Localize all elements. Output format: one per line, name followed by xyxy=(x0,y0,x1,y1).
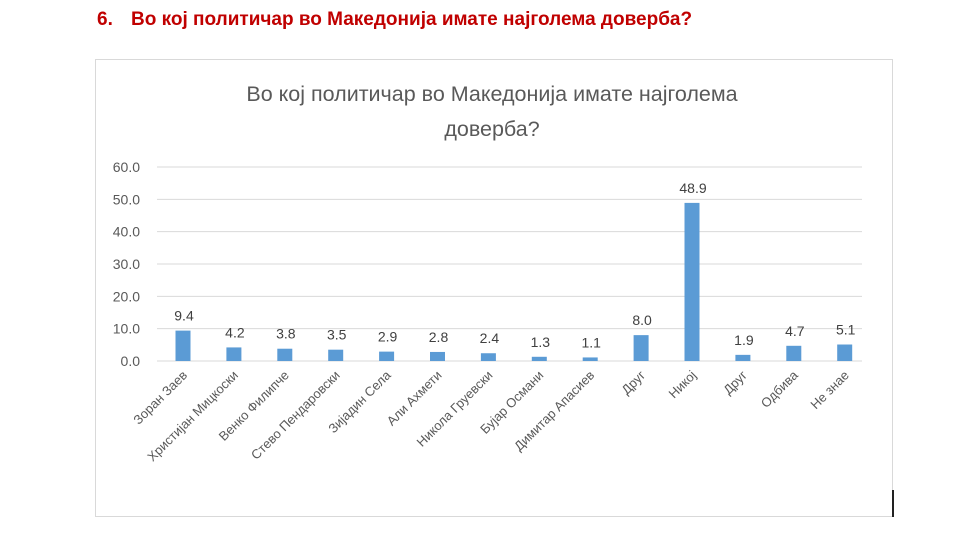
y-tick-label: 0.0 xyxy=(121,353,141,369)
y-tick-label: 10.0 xyxy=(113,321,140,337)
question-text: Во кој политичар во Македонија имате нај… xyxy=(131,9,693,30)
bar xyxy=(379,351,395,361)
bar xyxy=(175,330,191,361)
text-cursor xyxy=(892,490,894,517)
data-label: 1.9 xyxy=(734,332,754,348)
data-label: 1.3 xyxy=(531,334,551,350)
y-tick-label: 20.0 xyxy=(113,288,140,304)
bar xyxy=(226,347,242,361)
data-label: 2.8 xyxy=(429,329,449,345)
y-tick-label: 40.0 xyxy=(113,224,140,240)
question-heading: 6. Во кој политичар во Македонија имате н… xyxy=(97,9,692,31)
bar xyxy=(480,353,496,361)
bar xyxy=(582,357,598,361)
data-label: 2.4 xyxy=(480,330,500,346)
bar xyxy=(277,348,293,361)
bar xyxy=(837,344,853,361)
data-label: 9.4 xyxy=(174,308,194,324)
x-tick-label: Друг xyxy=(720,367,750,397)
data-label: 2.9 xyxy=(378,329,398,345)
y-tick-label: 60.0 xyxy=(113,159,140,175)
y-tick-label: 50.0 xyxy=(113,191,140,207)
data-label: 8.0 xyxy=(632,312,652,328)
x-tick-label: Друг xyxy=(618,367,648,397)
data-label: 4.2 xyxy=(225,324,245,340)
bar xyxy=(633,335,649,361)
bar xyxy=(531,356,547,361)
bar xyxy=(328,349,344,361)
x-tick-label: Стево Пендаровски xyxy=(248,368,343,463)
data-label: 1.1 xyxy=(581,334,601,350)
y-tick-label: 30.0 xyxy=(113,256,140,272)
data-label: 3.5 xyxy=(327,327,347,343)
x-tick-label: Никој xyxy=(665,367,699,401)
data-label: 5.1 xyxy=(836,322,856,338)
question-number: 6. xyxy=(97,9,113,30)
data-label: 3.8 xyxy=(276,326,296,342)
chart-title-line-1: Во кој политичар во Македонија имате нај… xyxy=(246,82,737,106)
chart-title-line-2: доверба? xyxy=(444,117,539,141)
chart-frame xyxy=(95,59,893,517)
data-label: 4.7 xyxy=(785,323,805,339)
bar xyxy=(735,354,751,361)
data-label: 48.9 xyxy=(679,180,706,196)
x-tick-label: Не знае xyxy=(807,368,851,412)
bar xyxy=(786,345,802,361)
bar xyxy=(430,351,445,361)
x-tick-label: Христијан Мицкоски xyxy=(144,368,241,465)
bar xyxy=(684,202,700,361)
x-tick-label: Одбива xyxy=(758,367,802,411)
